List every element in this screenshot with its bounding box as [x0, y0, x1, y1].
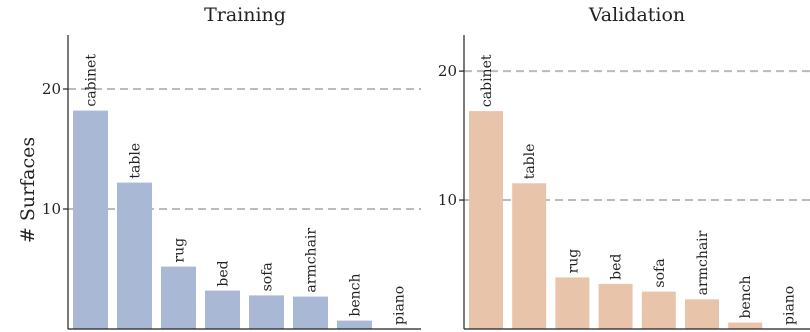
bar-label-table: table [128, 143, 144, 179]
validation-title: Validation [588, 4, 685, 26]
y-axis-label: # Surfaces [17, 137, 39, 243]
training-bars: cabinet table rug bed sofa armchair bench piano [73, 54, 408, 329]
bar-label-rug: rug [565, 249, 581, 274]
bar-table [117, 182, 152, 329]
training-panel: Training # Surfaces cabinet table rug bed so… [17, 4, 421, 330]
validation-panel: Validation cabinet table rug bed sofa armchai… [438, 4, 810, 330]
validation-gridlines [464, 70, 810, 202]
bar-label-cabinet: cabinet [84, 54, 100, 107]
training-title: Training [204, 4, 286, 26]
bar-label-sofa: sofa [260, 262, 276, 291]
bar-label-bed: bed [609, 254, 625, 280]
bar-cabinet [73, 110, 108, 329]
bar-label-armchair: armchair [304, 228, 320, 293]
bar-armchair [685, 299, 719, 329]
y-tick-label: 20 [42, 80, 61, 98]
y-tick-label: 20 [438, 62, 457, 80]
bar-sofa [641, 291, 676, 329]
validation-bars: cabinet table rug bed sofa armchair bench piano [469, 54, 797, 329]
bar-label-bench: bench [738, 275, 754, 318]
bar-bed [598, 283, 633, 329]
bar-label-cabinet: cabinet [479, 54, 495, 107]
bar-label-armchair: armchair [695, 230, 711, 295]
bar-label-bed: bed [216, 260, 232, 286]
bar-label-table: table [522, 144, 538, 180]
bar-bench [728, 322, 763, 329]
bar-sofa [249, 295, 284, 329]
bar-cabinet [469, 111, 503, 329]
bar-rug [555, 277, 590, 329]
bar-armchair [293, 296, 328, 329]
training-y-ticks: 10 20 [42, 80, 68, 218]
bar-table [512, 183, 547, 329]
bar-bench [337, 320, 372, 329]
y-tick-label: 10 [42, 200, 61, 218]
bar-label-rug: rug [172, 238, 188, 263]
bar-label-bench: bench [348, 273, 364, 316]
y-tick-label: 10 [438, 191, 457, 209]
bar-label-sofa: sofa [652, 258, 668, 287]
validation-y-ticks: 10 20 [438, 62, 464, 209]
bar-rug [161, 266, 196, 329]
bar-bed [205, 290, 240, 329]
bar-label-piano: piano [781, 286, 797, 325]
bar-label-piano: piano [392, 286, 408, 325]
